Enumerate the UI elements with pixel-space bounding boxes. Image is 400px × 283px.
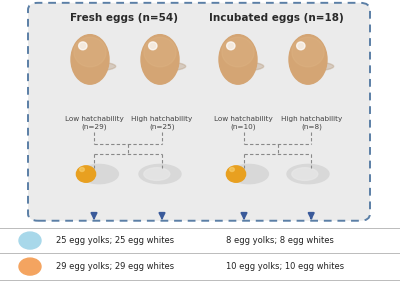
Ellipse shape xyxy=(230,168,234,171)
Text: High hatchability
(n=8): High hatchability (n=8) xyxy=(281,116,343,130)
Text: High hatchability
(n=25): High hatchability (n=25) xyxy=(131,116,193,130)
Ellipse shape xyxy=(76,166,96,182)
Text: Fresh eggs (n=54): Fresh eggs (n=54) xyxy=(70,13,178,23)
Ellipse shape xyxy=(292,37,324,67)
Ellipse shape xyxy=(292,62,334,71)
Ellipse shape xyxy=(289,35,327,84)
Ellipse shape xyxy=(19,232,41,249)
Ellipse shape xyxy=(149,42,157,50)
Ellipse shape xyxy=(74,62,116,71)
Ellipse shape xyxy=(227,42,235,50)
Ellipse shape xyxy=(144,62,186,71)
Ellipse shape xyxy=(292,168,318,181)
Ellipse shape xyxy=(79,164,118,184)
Text: Incubated eggs (n=18): Incubated eggs (n=18) xyxy=(209,13,343,23)
Text: 25 egg yolks; 25 egg whites: 25 egg yolks; 25 egg whites xyxy=(56,236,174,245)
Text: 29 egg yolks; 29 egg whites: 29 egg yolks; 29 egg whites xyxy=(56,262,174,271)
Ellipse shape xyxy=(144,37,176,67)
Ellipse shape xyxy=(139,164,181,184)
Ellipse shape xyxy=(219,35,257,84)
Ellipse shape xyxy=(226,166,246,182)
Ellipse shape xyxy=(297,42,305,50)
Ellipse shape xyxy=(222,62,264,71)
Ellipse shape xyxy=(144,168,170,181)
Ellipse shape xyxy=(19,258,41,275)
Ellipse shape xyxy=(79,42,87,50)
Ellipse shape xyxy=(71,35,109,84)
FancyBboxPatch shape xyxy=(28,3,370,221)
Ellipse shape xyxy=(80,168,84,171)
Ellipse shape xyxy=(287,164,329,184)
Ellipse shape xyxy=(141,35,179,84)
Text: 10 egg yolks; 10 egg whites: 10 egg yolks; 10 egg whites xyxy=(226,262,344,271)
Text: Low hatchability
(n=10): Low hatchability (n=10) xyxy=(214,116,272,130)
Ellipse shape xyxy=(74,37,106,67)
Text: 8 egg yolks; 8 egg whites: 8 egg yolks; 8 egg whites xyxy=(226,236,334,245)
Ellipse shape xyxy=(222,37,254,67)
Ellipse shape xyxy=(229,164,268,184)
Text: Low hatchability
(n=29): Low hatchability (n=29) xyxy=(65,116,123,130)
